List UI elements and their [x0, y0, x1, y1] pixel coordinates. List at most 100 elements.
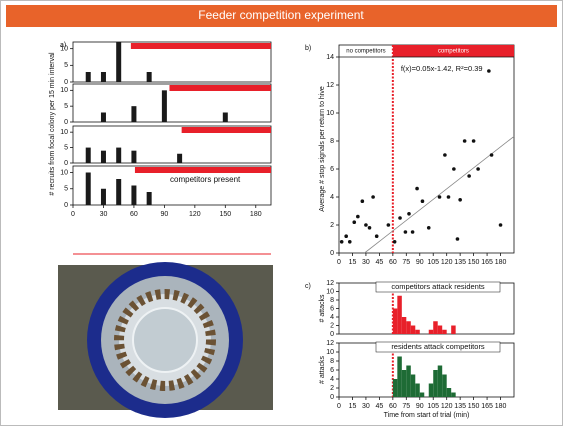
y-tick-label: 8 — [330, 358, 334, 365]
point — [360, 199, 365, 203]
x-tick-label: 120 — [441, 259, 453, 266]
y-tick-label: 12 — [326, 82, 334, 89]
histogram-bar — [442, 329, 447, 334]
histogram-bar — [401, 370, 407, 397]
y-tick-label: 12 — [326, 280, 334, 287]
y-tick-label: 5 — [64, 144, 68, 151]
x-tick-label: 60 — [389, 259, 397, 266]
y-tick-label: 2 — [330, 322, 334, 329]
point — [356, 214, 360, 219]
x-tick-label: 75 — [402, 259, 410, 266]
competitor-bar — [169, 85, 271, 91]
bar — [100, 150, 106, 163]
histogram-bar — [451, 325, 456, 334]
point — [420, 199, 425, 203]
histogram-bar — [437, 325, 443, 334]
x-tick-label: 165 — [481, 403, 493, 410]
photo — [58, 262, 273, 418]
point — [403, 230, 408, 234]
plot-frame — [72, 41, 272, 83]
annotation: f(x)=0.05x-1.42, R²=0.39 — [401, 64, 483, 73]
y-tick-label: 0 — [330, 250, 334, 257]
y-tick-label: 0 — [64, 119, 68, 126]
x-axis-label: Time from start of trial (min) — [384, 412, 470, 419]
point — [467, 174, 471, 178]
x-tick-label: 45 — [375, 403, 383, 410]
panel-label: c) — [305, 283, 311, 290]
point — [392, 240, 397, 244]
x-tick-label: 105 — [427, 259, 439, 266]
y-tick-label: 5 — [64, 186, 68, 193]
x-tick-label: 135 — [454, 259, 466, 266]
band-label: competitors — [438, 49, 469, 55]
x-tick-label: 90 — [416, 403, 424, 410]
y-tick-label: 5 — [64, 103, 68, 110]
y-tick-label: 4 — [330, 314, 334, 321]
y-tick-label: 0 — [330, 394, 334, 401]
point — [498, 223, 503, 227]
y-tick-label: 0 — [64, 160, 68, 167]
histogram-bar — [392, 379, 398, 397]
y-tick-label: 10 — [60, 87, 68, 94]
band — [392, 45, 514, 57]
y-axis-label: # attacks — [319, 294, 326, 323]
y-tick-label: 10 — [60, 46, 68, 53]
plot-frame — [72, 165, 272, 206]
histogram-bar — [415, 329, 420, 334]
point — [476, 167, 480, 171]
bar — [116, 147, 122, 163]
point — [443, 153, 447, 157]
histogram-bar — [428, 329, 434, 334]
histogram-bar — [410, 374, 416, 397]
point — [347, 240, 352, 244]
competitor-bar — [134, 167, 271, 173]
bar — [116, 42, 122, 82]
histogram-bar — [410, 325, 416, 334]
bar — [222, 112, 228, 122]
point — [352, 220, 357, 224]
annotation-box — [375, 281, 501, 293]
point — [437, 195, 442, 199]
x-tick-label: 150 — [468, 259, 480, 266]
x-tick-label: 120 — [441, 403, 453, 410]
point — [344, 234, 348, 238]
plot-frame — [72, 83, 272, 123]
histogram-bar — [451, 392, 456, 397]
x-tick-label: 150 — [468, 403, 480, 410]
histogram-bar — [406, 365, 411, 397]
histogram-bar — [415, 383, 420, 397]
y-tick-label: 6 — [330, 367, 334, 374]
point — [487, 69, 491, 73]
x-tick-label: 0 — [337, 259, 341, 266]
annotation-box — [375, 341, 501, 353]
x-tick-label: 180 — [495, 259, 507, 266]
histogram-bar — [433, 370, 438, 397]
band-label: no competitors — [346, 49, 385, 55]
bar — [146, 192, 152, 205]
y-tick-label: 10 — [326, 349, 334, 356]
x-tick-label: 105 — [427, 403, 439, 410]
x-tick-label: 0 — [337, 403, 341, 410]
y-tick-label: 12 — [326, 340, 334, 347]
y-tick-label: 10 — [326, 110, 334, 117]
x-tick-label: 30 — [362, 403, 370, 410]
point — [458, 198, 462, 202]
histogram-bar — [428, 383, 434, 397]
y-tick-label: 4 — [330, 376, 334, 383]
point — [410, 230, 415, 234]
y-tick-label: 6 — [330, 305, 334, 312]
bar — [85, 172, 91, 205]
point — [339, 240, 344, 244]
point — [398, 216, 402, 220]
x-tick-label: 120 — [189, 211, 201, 218]
x-tick-label: 30 — [362, 259, 370, 266]
x-tick-label: 30 — [100, 211, 108, 218]
point — [471, 139, 476, 143]
x-tick-label: 15 — [349, 259, 357, 266]
x-tick-label: 75 — [402, 403, 410, 410]
x-tick-label: 180 — [495, 403, 507, 410]
y-tick-label: 8 — [330, 138, 334, 145]
histogram-bar — [397, 295, 402, 334]
trendline — [364, 136, 515, 254]
